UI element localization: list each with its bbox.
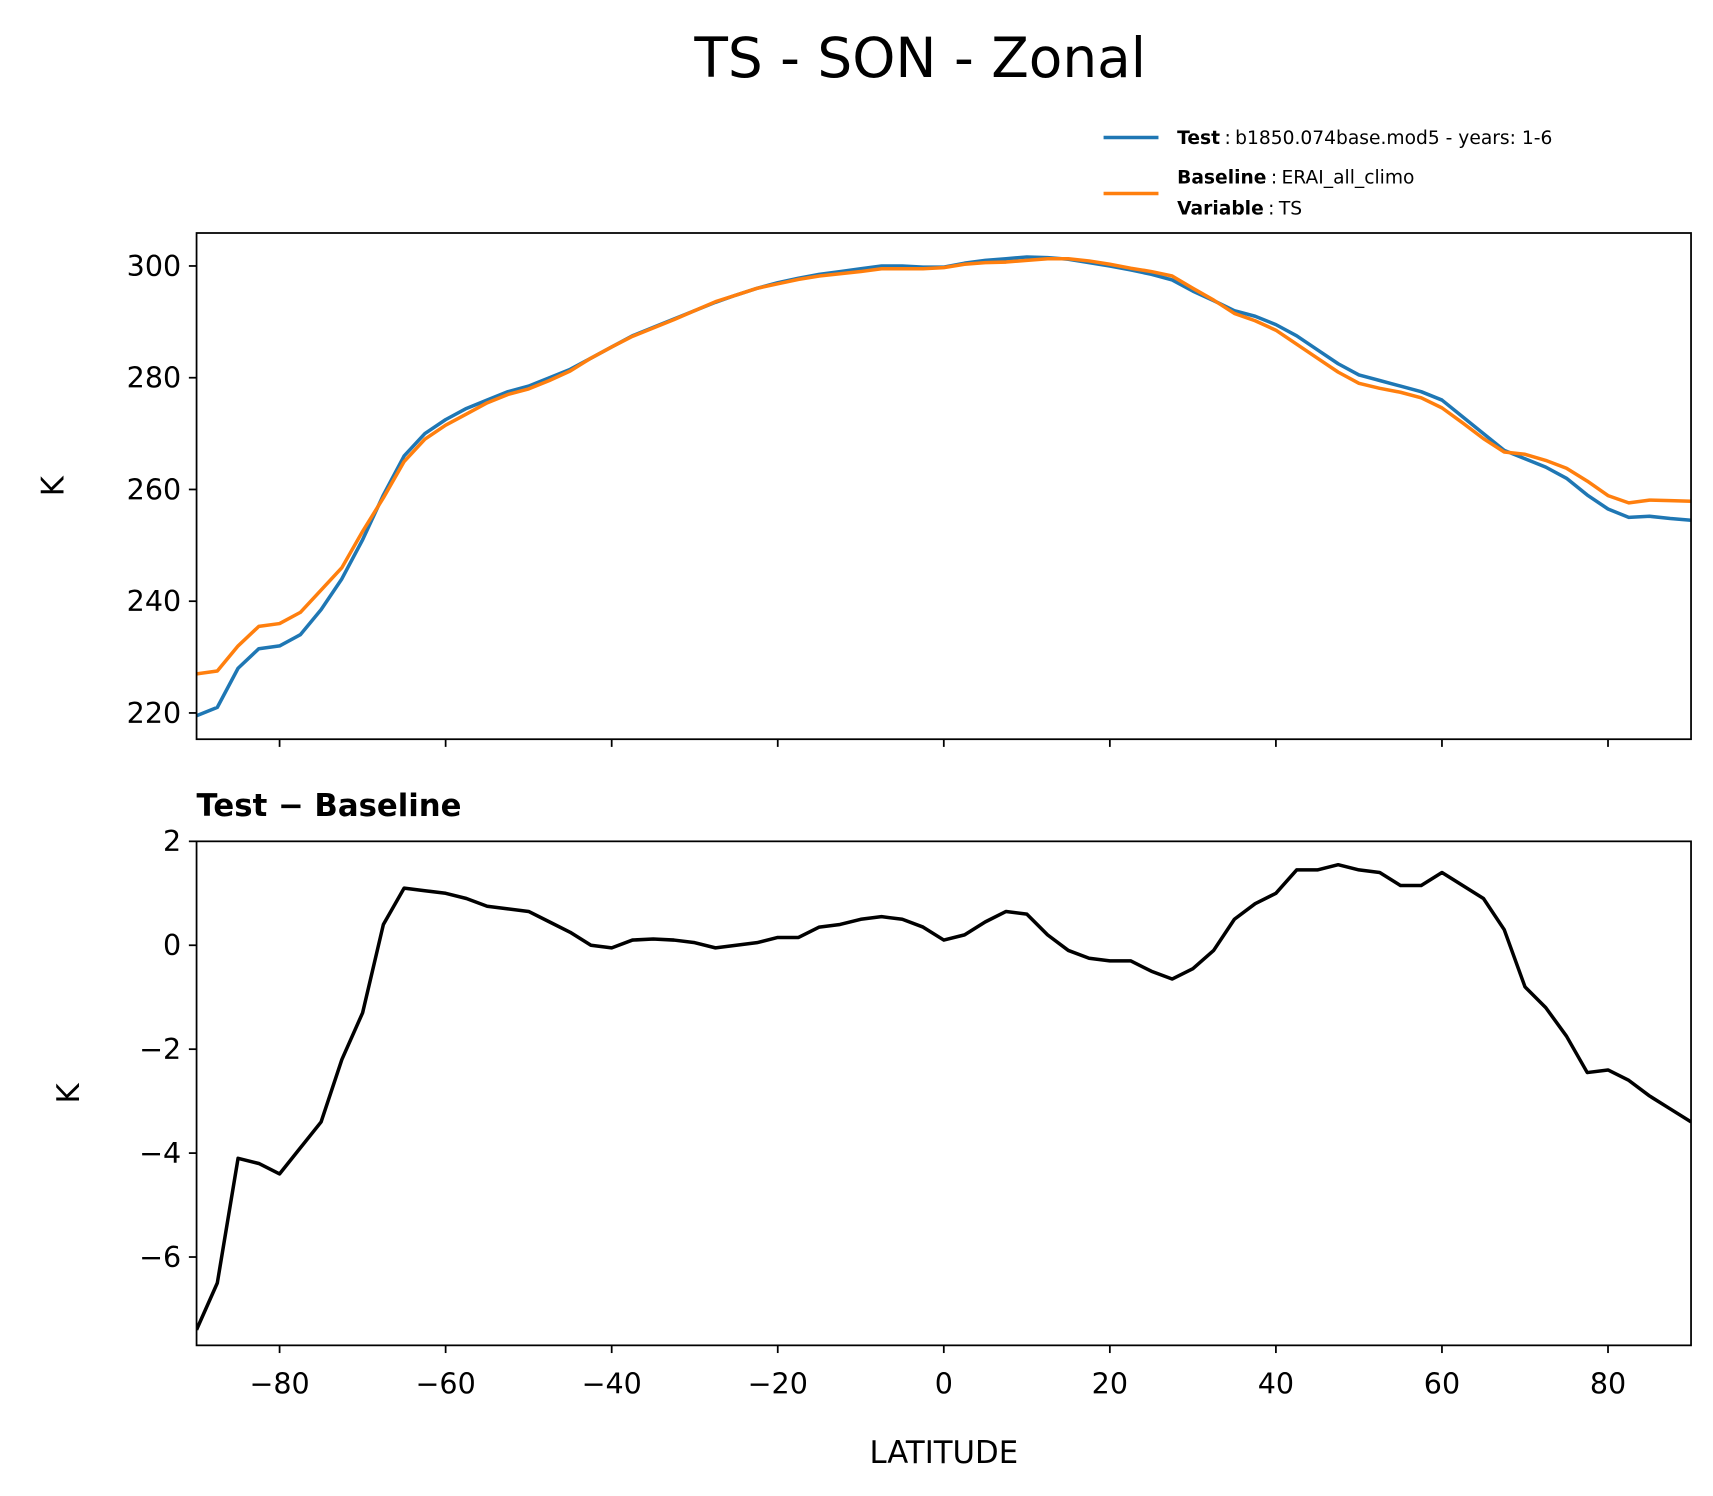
- x-tick-label: −40: [582, 1367, 642, 1401]
- y-tick-label: 2: [163, 824, 181, 858]
- axes-frame: [195, 232, 1692, 741]
- y-tick-label: −2: [139, 1032, 181, 1066]
- y-axis-label: K: [36, 475, 72, 496]
- y-tick-label: −4: [139, 1136, 181, 1170]
- x-axis-label: LATITUDE: [869, 1435, 1018, 1471]
- y-tick-label: 280: [127, 361, 182, 395]
- data-line: [196, 862, 1692, 1331]
- plot-area: [196, 862, 1692, 1331]
- legend-separator: :: [1224, 128, 1230, 149]
- y-axis-label: K: [51, 1082, 87, 1103]
- data-line: [196, 256, 1692, 676]
- legend-separator: :: [1271, 168, 1277, 189]
- legend-value: ERAI_all_climo: [1282, 168, 1415, 189]
- plot-area: [196, 255, 1692, 718]
- legend-value: b1850.074base.mod5 - years: 1-6: [1235, 128, 1552, 149]
- x-tick-label: 20: [1092, 1367, 1128, 1401]
- subplot-title: Test − Baseline: [197, 788, 462, 824]
- legend: Test: b1850.074base.mod5 - years: 1-6Base…: [1103, 128, 1552, 219]
- axes-frame: [195, 840, 1692, 1347]
- y-tick-label: 0: [163, 928, 181, 962]
- x-tick-label: −20: [748, 1367, 808, 1401]
- x-tick-label: 80: [1590, 1367, 1626, 1401]
- legend-separator: :: [1268, 198, 1274, 219]
- y-tick-label: 260: [127, 472, 182, 506]
- x-tick-label: 0: [935, 1367, 953, 1401]
- x-tick-label: −80: [249, 1367, 309, 1401]
- legend-key: Variable: [1177, 198, 1264, 219]
- figure-title: TS - SON - Zonal: [693, 26, 1146, 90]
- legend-key: Test: [1177, 128, 1220, 149]
- x-tick-label: 40: [1258, 1367, 1294, 1401]
- legend-entry: Baseline: ERAI_all_climo: [1177, 168, 1414, 189]
- legend-key: Baseline: [1177, 168, 1266, 189]
- x-tick-label: −60: [416, 1367, 476, 1401]
- x-tick-label: 60: [1424, 1367, 1460, 1401]
- y-tick-label: −6: [139, 1240, 181, 1274]
- legend-entry: Test: b1850.074base.mod5 - years: 1-6: [1177, 128, 1552, 149]
- legend-value: TS: [1278, 198, 1302, 219]
- y-tick-label: 300: [127, 249, 182, 283]
- y-tick-label: 220: [127, 696, 182, 730]
- data-line: [196, 255, 1692, 718]
- legend-variable: Variable: TS: [1177, 198, 1302, 219]
- y-tick-label: 240: [127, 584, 182, 618]
